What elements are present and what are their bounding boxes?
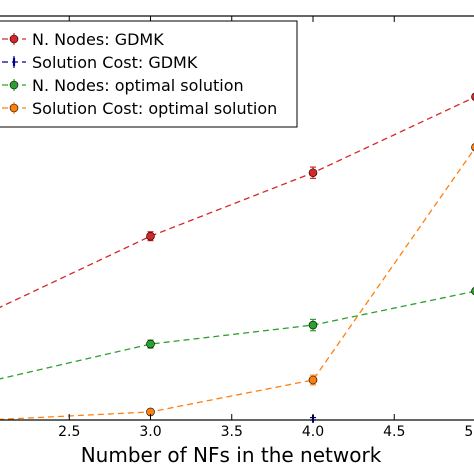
legend-marker bbox=[9, 80, 19, 90]
series-line bbox=[0, 96, 474, 308]
legend-box bbox=[0, 20, 298, 128]
series-n-nodes-optimal-solution bbox=[0, 287, 474, 380]
legend: N. Nodes: GDMK Solution Cost: GDMK N. Node… bbox=[0, 20, 298, 128]
legend-label: N. Nodes: GDMK bbox=[32, 30, 164, 49]
legend-label: Solution Cost: optimal solution bbox=[32, 99, 277, 118]
x-tick-label: 3.5 bbox=[221, 424, 243, 440]
legend-item-n-nodes-gdmk: N. Nodes: GDMK bbox=[2, 30, 164, 49]
data-point bbox=[146, 339, 155, 349]
data-point bbox=[146, 231, 155, 241]
data-point bbox=[471, 92, 474, 101]
series-solution-cost-optimal-solution bbox=[0, 143, 474, 421]
data-point bbox=[308, 320, 318, 330]
legend-label: N. Nodes: optimal solution bbox=[32, 76, 244, 95]
x-tick-label: 2.5 bbox=[58, 424, 80, 440]
legend-item-n-nodes-optimal-solution: N. Nodes: optimal solution bbox=[2, 76, 244, 95]
data-point bbox=[471, 143, 474, 152]
axes-layer: 2.5 3.0 3.5 4.0 4.5 5.0 bbox=[0, 15, 474, 440]
legend-item-solution-cost-gdmk: Solution Cost: GDMK bbox=[2, 53, 198, 72]
series-n-nodes-gdmk bbox=[0, 92, 474, 308]
legend-label: Solution Cost: GDMK bbox=[32, 53, 198, 72]
x-tick-label: 4.5 bbox=[383, 424, 405, 440]
legend-marker bbox=[9, 34, 19, 44]
data-point bbox=[308, 375, 318, 385]
x-axis-label: Number of NFs in the network bbox=[81, 443, 382, 467]
legend-marker bbox=[9, 103, 19, 113]
series-line bbox=[0, 290, 474, 380]
data-point bbox=[308, 168, 318, 178]
series-layer bbox=[0, 92, 474, 423]
series-line bbox=[0, 148, 474, 421]
x-tick-label: 3.0 bbox=[139, 424, 161, 440]
x-tick-label: 5.0 bbox=[464, 424, 474, 440]
legend-item-solution-cost-optimal-solution: Solution Cost: optimal solution bbox=[2, 99, 277, 118]
x-tick-label: 4.0 bbox=[302, 424, 324, 440]
data-point bbox=[471, 287, 474, 296]
